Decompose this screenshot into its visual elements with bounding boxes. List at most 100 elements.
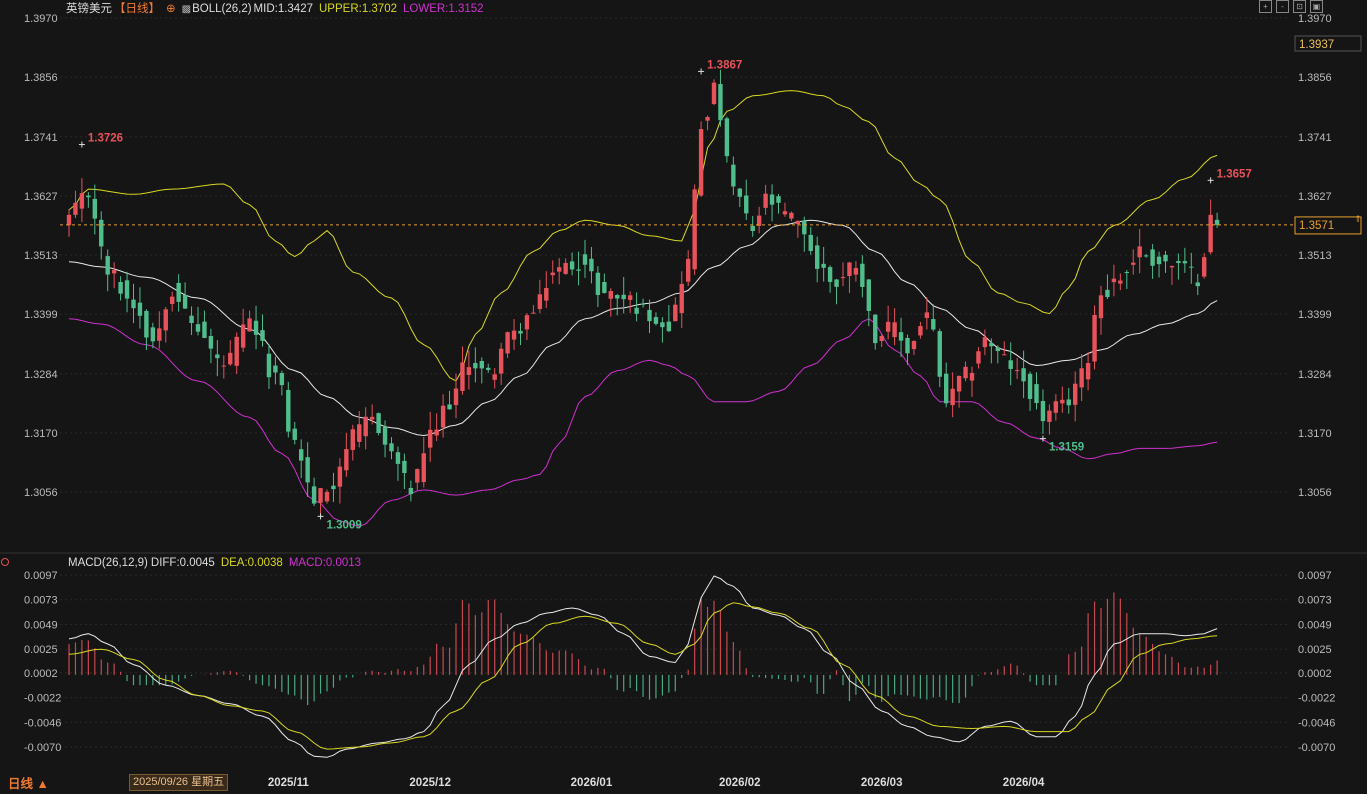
candle <box>756 215 762 226</box>
candle <box>1143 255 1149 257</box>
candle <box>389 443 394 452</box>
boll-upper-line <box>68 90 1218 382</box>
candle <box>550 272 555 276</box>
candle <box>460 362 465 391</box>
macd-tick-label: 0.0002 <box>1298 668 1332 680</box>
price-tick-label: 1.3627 <box>1298 191 1332 203</box>
candle <box>576 269 581 271</box>
candle <box>911 340 917 350</box>
macd-tick-label: 0.0025 <box>24 644 58 656</box>
candle <box>176 282 181 302</box>
date-tick-label: 2025/12 <box>409 777 451 789</box>
candle <box>569 261 575 270</box>
price-tick-label: 1.3284 <box>24 369 58 381</box>
candle <box>453 388 459 406</box>
price-tick-label: 1.3970 <box>24 13 58 25</box>
current-price-tag <box>1294 216 1362 235</box>
candle <box>976 351 981 364</box>
candle <box>266 353 272 378</box>
extreme-label: 1.3726 <box>88 133 123 145</box>
candle <box>215 354 220 359</box>
candle <box>1053 401 1059 413</box>
candle <box>776 196 781 203</box>
price-tick-label: 1.3627 <box>24 191 58 203</box>
candle <box>202 321 207 338</box>
candle <box>1202 257 1207 277</box>
candle <box>737 188 742 197</box>
candle <box>808 234 813 251</box>
zoom-in-icon[interactable]: + <box>1259 0 1272 13</box>
price-tick-label: 1.3513 <box>1298 250 1332 262</box>
candle <box>537 294 543 309</box>
zoom-out-icon[interactable]: - <box>1276 0 1289 13</box>
candle <box>73 202 78 215</box>
macd-tick-label: 0.0049 <box>24 619 58 631</box>
indicator-icon[interactable]: ▩ <box>181 4 192 15</box>
candle <box>1027 373 1033 399</box>
candle <box>324 491 330 502</box>
candle <box>1208 214 1213 253</box>
candle <box>292 428 297 440</box>
candle <box>885 321 891 332</box>
candle <box>511 330 517 340</box>
candle <box>182 294 188 309</box>
candle <box>124 280 130 299</box>
current-price-label: 1.3571 <box>1299 220 1334 232</box>
candle <box>679 283 684 314</box>
toolbar: + - ⊡ ▣ <box>1259 0 1323 13</box>
candle <box>937 331 942 377</box>
candle <box>505 332 510 354</box>
candle <box>415 469 420 483</box>
candle <box>557 267 562 272</box>
candle <box>260 330 265 341</box>
candle <box>479 361 484 369</box>
fullscreen-icon[interactable]: ▣ <box>1310 0 1323 13</box>
candle <box>1066 399 1071 406</box>
candle <box>653 317 659 324</box>
candle <box>1060 399 1065 404</box>
candle <box>834 279 839 287</box>
period-selector[interactable]: 日线 ▲ <box>8 777 49 791</box>
candle <box>982 337 988 348</box>
candle <box>163 309 168 331</box>
macd-value: MACD:0.0013 <box>288 557 362 569</box>
candle <box>686 258 691 282</box>
candle <box>589 258 594 272</box>
candle <box>1169 265 1175 268</box>
candle <box>1150 249 1155 266</box>
price-tick-label: 1.3741 <box>24 132 58 144</box>
candle <box>853 267 859 275</box>
candle <box>615 295 620 299</box>
candle <box>531 312 536 314</box>
candle <box>1040 401 1046 422</box>
candle <box>898 332 904 341</box>
candle <box>627 295 633 300</box>
settings-icon[interactable]: ⊕ <box>166 3 176 15</box>
candle <box>1098 295 1104 319</box>
candle <box>92 198 97 219</box>
candle <box>318 488 323 503</box>
extreme-label: 1.3867 <box>707 59 742 71</box>
macd-tick-label: -0.0046 <box>24 717 61 729</box>
macd-dea-line <box>68 602 1218 750</box>
candle <box>692 189 697 270</box>
candle <box>795 220 801 225</box>
macd-indicator-dot[interactable] <box>1 558 9 566</box>
macd-name: MACD(26,12,9) <box>68 557 148 569</box>
candle <box>789 212 794 219</box>
candle <box>331 485 336 490</box>
candle <box>744 195 749 214</box>
period-tag[interactable]: 【日线】 <box>114 3 160 15</box>
macd-tick-label: 0.0073 <box>1298 595 1332 607</box>
fit-icon[interactable]: ⊡ <box>1293 0 1306 13</box>
candle <box>1002 354 1007 356</box>
candle <box>892 322 897 338</box>
macd-tick-label: -0.0046 <box>1298 717 1335 729</box>
candle <box>1092 315 1097 362</box>
candle <box>731 164 736 187</box>
candle <box>1189 266 1194 268</box>
candle <box>363 416 368 437</box>
price-tick-label: 1.3170 <box>1298 428 1332 440</box>
candle <box>950 388 955 406</box>
